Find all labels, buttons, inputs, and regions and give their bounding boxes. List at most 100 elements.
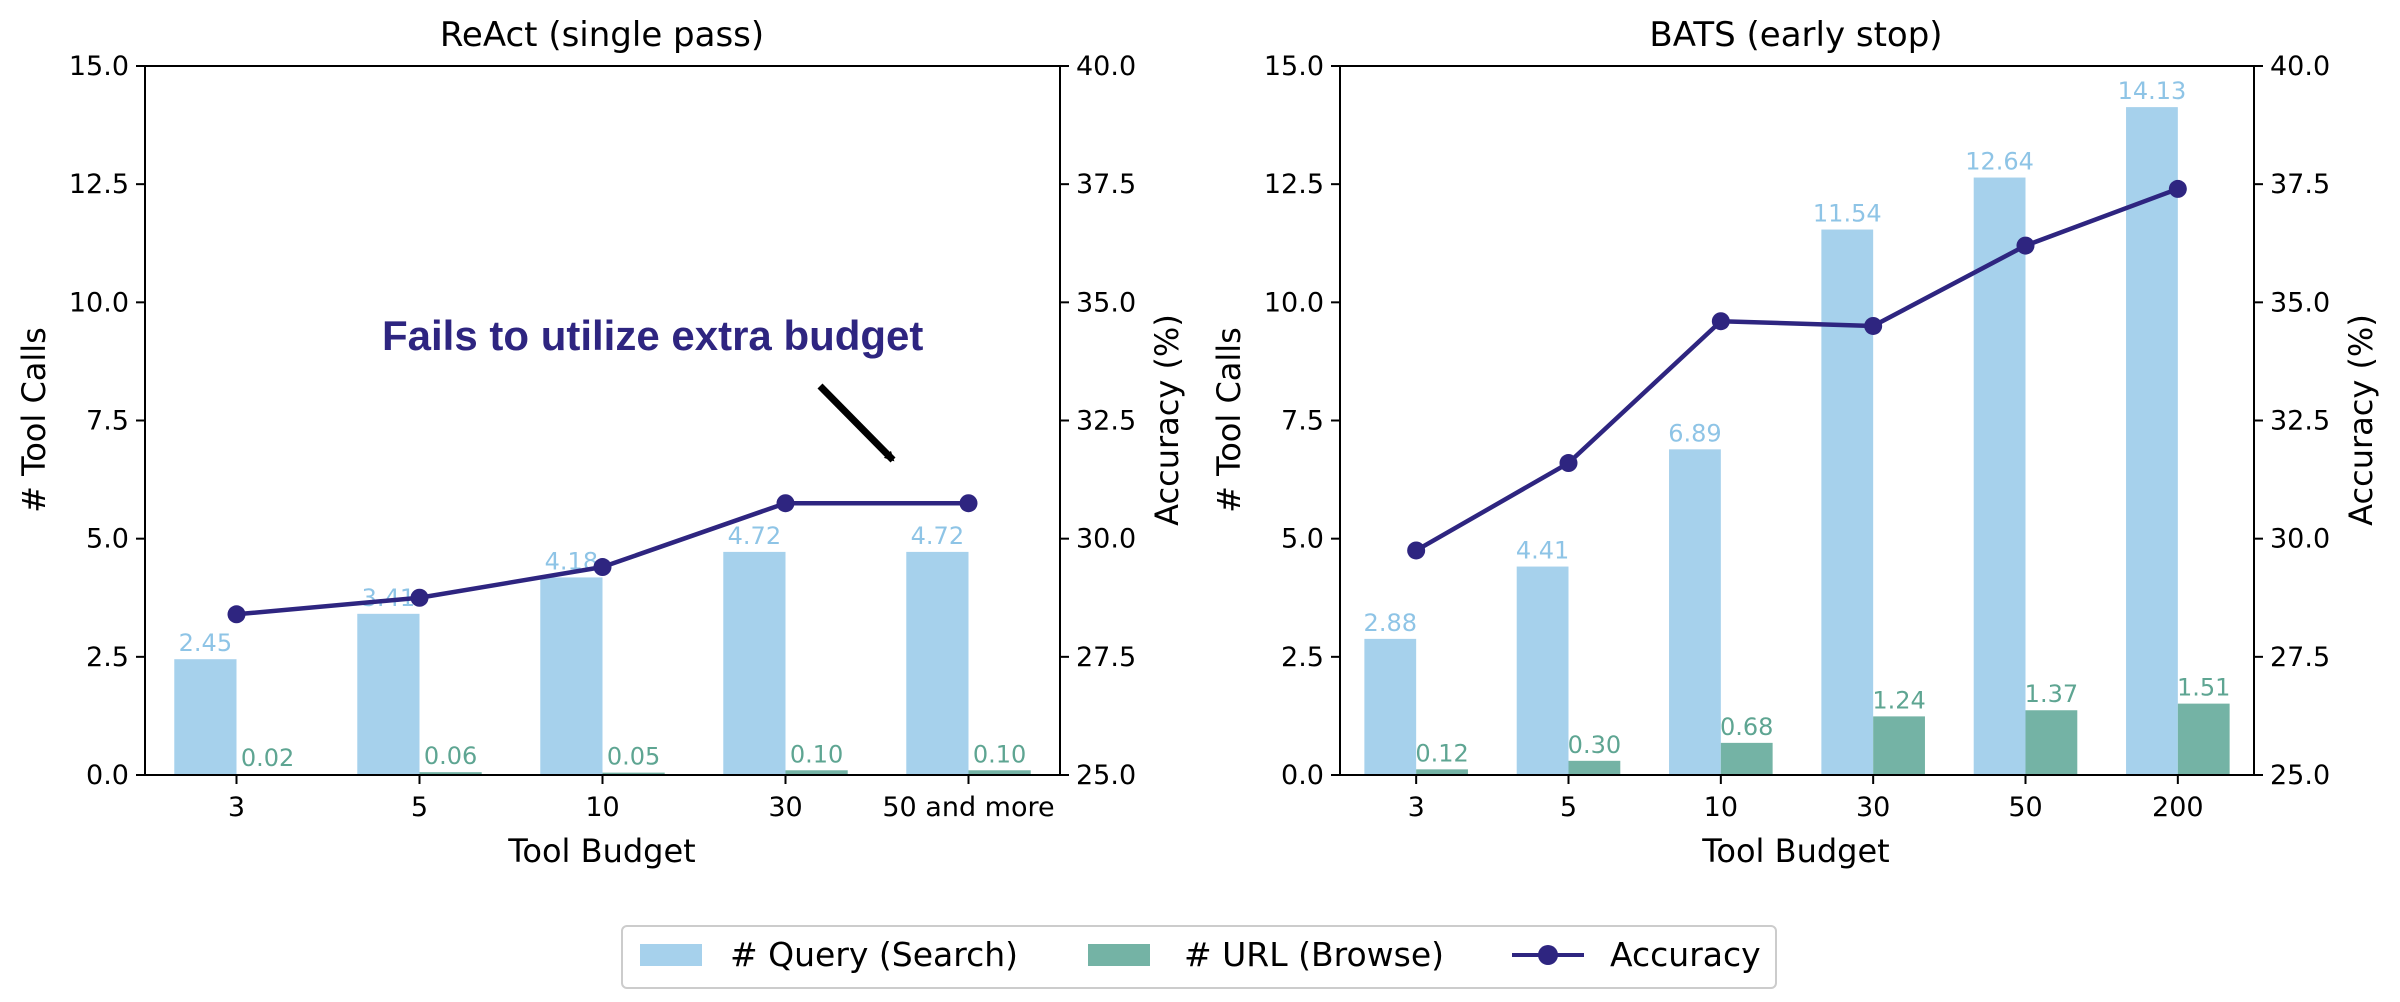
y-tick-label: 7.5 — [86, 406, 129, 437]
bar-url — [602, 772, 665, 775]
y2-tick-label: 35.0 — [1076, 287, 1136, 318]
y2-tick-label: 30.0 — [1076, 524, 1136, 555]
data-label-query: 4.72 — [911, 522, 964, 550]
y-tick-label: 5.0 — [1281, 524, 1324, 555]
accuracy-point — [1864, 316, 1883, 335]
y2-tick-label: 40.0 — [1076, 51, 1136, 82]
chart-right-xlabel: Tool Budget — [1701, 832, 1889, 870]
y-tick-label: 15.0 — [1264, 51, 1324, 82]
x-tick-label: 10 — [1704, 792, 1738, 823]
legend-label-query: # Query (Search) — [730, 935, 1018, 974]
accuracy-point — [776, 494, 795, 513]
bar-query — [357, 613, 420, 775]
x-tick-label: 3 — [1408, 792, 1425, 823]
annotation-arrow — [817, 383, 896, 463]
bar-url — [1720, 742, 1773, 775]
y2-tick-label: 35.0 — [2270, 287, 2330, 318]
y-tick-label: 2.5 — [1281, 642, 1324, 673]
data-label-url: 1.24 — [1872, 686, 1925, 714]
bar-query — [1364, 638, 1417, 775]
x-tick-label: 50 and more — [882, 792, 1054, 823]
data-label-query: 4.72 — [728, 522, 781, 550]
data-label-url: 0.12 — [1415, 739, 1468, 767]
y2-tick-label: 37.5 — [1076, 169, 1136, 200]
data-label-query: 4.41 — [1516, 537, 1569, 565]
legend-swatch-url — [1088, 944, 1150, 966]
x-tick-label: 50 — [2008, 792, 2042, 823]
bar-query — [723, 551, 786, 775]
x-tick-label: 3 — [228, 792, 245, 823]
x-tick-label: 5 — [411, 792, 428, 823]
y-tick-label: 10.0 — [1264, 287, 1324, 318]
data-label-url: 0.06 — [424, 742, 477, 770]
bar-url — [1568, 760, 1621, 775]
bar-query — [906, 551, 969, 775]
legend: # Query (Search) # URL (Browse) Accuracy — [621, 925, 1777, 989]
accuracy-point — [227, 605, 246, 624]
bar-url — [1416, 769, 1468, 775]
chart-left-title: ReAct (single pass) — [440, 15, 764, 55]
accuracy-point — [1407, 541, 1426, 560]
y-tick-label: 0.0 — [1281, 760, 1324, 791]
legend-swatch-query — [640, 944, 702, 966]
data-label-url: 0.10 — [790, 740, 843, 768]
bar-url — [968, 770, 1031, 775]
bar-query — [540, 577, 603, 775]
chart-right-ylabel: # Tool Calls — [1210, 327, 1248, 513]
y2-tick-label: 27.5 — [1076, 642, 1136, 673]
y-tick-label: 12.5 — [1264, 169, 1324, 200]
y-tick-label: 7.5 — [1281, 406, 1324, 437]
chart-right-plot: 2.88 0.12 4.41 0.30 6.89 0.68 11.54 1.24 12.64 1.… — [1264, 51, 2330, 823]
y2-tick-label: 25.0 — [2270, 760, 2330, 791]
accuracy-point — [410, 588, 429, 607]
y2-tick-label: 32.5 — [2270, 406, 2330, 437]
y2-tick-label: 32.5 — [1076, 406, 1136, 437]
annotation-text: Fails to utilize extra budget — [382, 312, 923, 359]
data-label-url: 0.30 — [1568, 731, 1621, 759]
legend-label-url: # URL (Browse) — [1184, 935, 1444, 974]
data-label-query: 6.89 — [1668, 419, 1721, 447]
chart-left-y2label: Accuracy (%) — [1148, 314, 1186, 526]
chart-left: ReAct (single pass) Tool Budget # Tool C… — [15, 15, 1186, 870]
data-label-url: 0.02 — [241, 744, 294, 772]
bar-query — [1821, 229, 1874, 775]
chart-right: BATS (early stop) Tool Budget # Tool Cal… — [1210, 15, 2380, 870]
bar-query — [174, 659, 237, 775]
data-label-url: 1.37 — [2025, 680, 2078, 708]
chart-left-xlabel: Tool Budget — [507, 832, 695, 870]
plot-frame — [1339, 65, 2255, 776]
x-tick-label: 200 — [2152, 792, 2204, 823]
data-label-query: 2.45 — [179, 629, 232, 657]
accuracy-point — [959, 494, 978, 513]
accuracy-point — [1711, 312, 1730, 331]
y-tick-label: 15.0 — [69, 51, 129, 82]
chart-left-plot: 2.450.023.410.064.180.054.720.104.720.10… — [69, 51, 1136, 823]
data-label-query: 2.88 — [1364, 609, 1417, 637]
y2-tick-label: 25.0 — [1076, 760, 1136, 791]
y2-tick-label: 30.0 — [2270, 524, 2330, 555]
x-tick-label: 5 — [1560, 792, 1577, 823]
y2-tick-label: 40.0 — [2270, 51, 2330, 82]
data-label-url: 0.68 — [1720, 713, 1773, 741]
data-label-query: 12.64 — [1965, 148, 2034, 176]
legend-swatch-accuracy-marker — [1538, 945, 1558, 965]
legend-label-accuracy: Accuracy — [1610, 935, 1761, 974]
bar-url — [2025, 710, 2078, 775]
legend-frame — [621, 925, 1777, 989]
data-label-url: 0.10 — [973, 740, 1026, 768]
bar-query — [1669, 449, 1721, 775]
bar-url — [419, 772, 482, 775]
data-label-url: 0.05 — [607, 743, 660, 771]
bar-query — [2126, 107, 2178, 775]
y-tick-label: 0.0 — [86, 760, 129, 791]
y-tick-label: 12.5 — [69, 169, 129, 200]
x-tick-label: 30 — [1856, 792, 1890, 823]
accuracy-point — [593, 558, 612, 577]
data-label-url: 1.51 — [2177, 674, 2230, 702]
bar-url — [2177, 703, 2230, 775]
chart-right-title: BATS (early stop) — [1649, 15, 1942, 55]
data-label-query: 14.13 — [2118, 77, 2187, 105]
y2-tick-label: 37.5 — [2270, 169, 2330, 200]
x-tick-label: 30 — [768, 792, 802, 823]
